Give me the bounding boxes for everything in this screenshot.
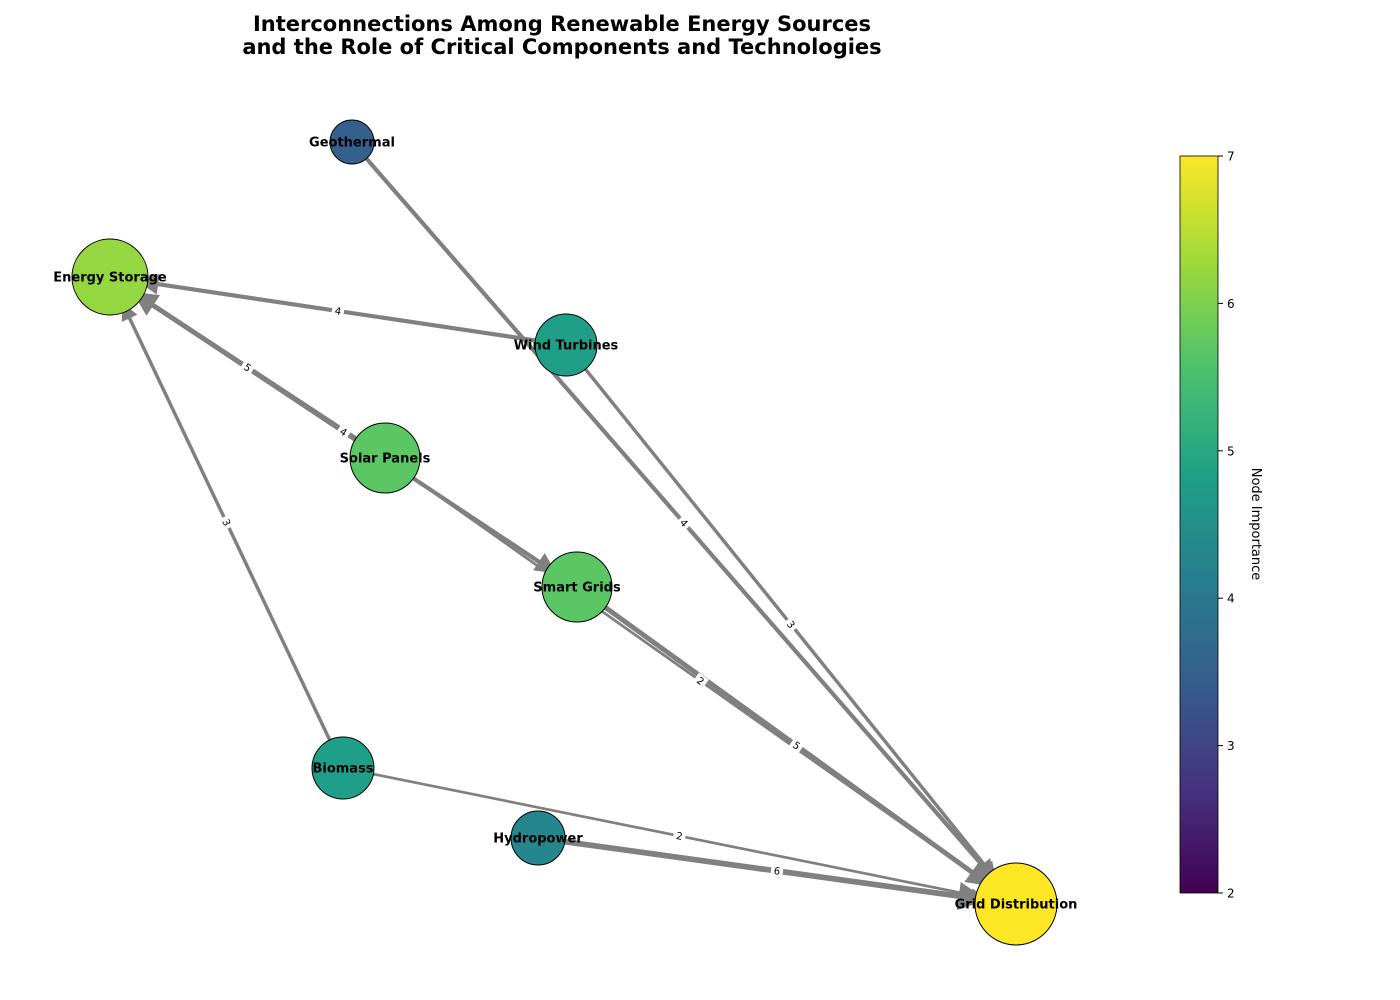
node-wind-turbines (534, 313, 598, 377)
node-smart-grids (541, 551, 613, 623)
edge-weight-label: 6 (770, 864, 784, 878)
edge-weight-text: 3 (784, 619, 797, 631)
node-label-grid-distribution: Grid Distribution (955, 898, 1078, 913)
colorbar-tick-label: 5 (1227, 444, 1235, 458)
edge-label-background (692, 672, 709, 690)
colorbar-tick-label: 3 (1227, 739, 1235, 753)
edge-weight-label: 5 (239, 359, 256, 376)
edge-wind-turbines-to-grid-distribution (564, 343, 997, 880)
node-label-geothermal: Geothermal (309, 136, 395, 151)
colorbar-label: Node Importance (1248, 468, 1263, 581)
diagram-title-line2: and the Role of Critical Components and … (242, 35, 881, 59)
colorbar-tick-label: 7 (1227, 150, 1235, 164)
colorbar-tick-label: 6 (1227, 297, 1235, 311)
diagram-title-line1: Interconnections Among Renewable Energy … (253, 12, 871, 36)
edge-label-background (782, 616, 800, 633)
edge-hydropower-to-grid-distribution (537, 835, 987, 911)
edge-weight-label: 2 (672, 828, 687, 844)
edge-weight-text: 2 (675, 831, 683, 843)
node-label-wind-turbines: Wind Turbines (514, 339, 619, 354)
edge-weight-label: 4 (335, 423, 352, 441)
edge-weight-label: 3 (782, 616, 800, 633)
edge-smart-grids-to-grid-distribution (575, 584, 992, 887)
edge-weight-text: 2 (694, 675, 706, 688)
edge-weight-text: 4 (337, 426, 348, 439)
node-labels-layer: Geothermal Energy Storage Wind Turbines Sol… (53, 136, 1077, 913)
edge-weight-label: 4 (331, 304, 345, 318)
colorbar-ticks: 2 3 4 5 6 7 (1218, 150, 1235, 901)
edge-label-background (672, 828, 687, 844)
edge-biomass-to-energy-storage (121, 302, 345, 769)
edge-weight-text: 5 (790, 740, 802, 753)
edge-weight-label: 2 (692, 672, 709, 690)
edges-layer (108, 140, 997, 911)
edge-energy-storage-to-smart-grids (108, 275, 557, 574)
edge-label-background (788, 737, 805, 754)
node-hydropower (510, 810, 566, 866)
edge-weight-label: 3 (218, 514, 235, 531)
node-grid-distribution (974, 862, 1058, 946)
edge-weight-text: 4 (334, 306, 342, 318)
edge-weight-text: 5 (241, 362, 252, 375)
node-label-solar-panels: Solar Panels (340, 452, 431, 467)
colorbar-tick-label: 4 (1227, 592, 1235, 606)
edge-geothermal-to-grid-distribution (350, 140, 996, 881)
node-label-biomass: Biomass (312, 762, 373, 777)
node-label-smart-grids: Smart Grids (533, 581, 621, 596)
colorbar: 2 3 4 5 6 7 Node Importance (1179, 150, 1263, 901)
edge-weight-text: 6 (773, 866, 781, 878)
node-label-hydropower: Hydropower (493, 832, 583, 847)
node-solar-panels (349, 422, 421, 494)
edge-labels-layer: 4 5 4 3 4 3 2 5 2 6 (218, 304, 805, 878)
edge-label-background (331, 304, 345, 318)
edge-label-background (335, 423, 352, 441)
edge-weight-label: 5 (788, 737, 805, 754)
edge-biomass-to-grid-distribution (342, 766, 985, 902)
node-geothermal (329, 119, 375, 165)
edge-weight-label: 4 (675, 514, 693, 532)
colorbar-gradient (1179, 155, 1219, 894)
edge-label-background (675, 514, 693, 532)
node-label-energy-storage: Energy Storage (53, 271, 167, 286)
edge-label-background (218, 514, 235, 531)
nodes-layer (71, 119, 1058, 946)
node-biomass (311, 736, 375, 800)
edge-label-background (239, 359, 256, 376)
edge-weight-text: 3 (219, 518, 232, 528)
node-energy-storage (71, 238, 149, 316)
edge-label-background (770, 864, 784, 878)
edge-wind-turbines-to-energy-storage (137, 273, 567, 348)
colorbar-tick-label: 2 (1227, 887, 1235, 901)
